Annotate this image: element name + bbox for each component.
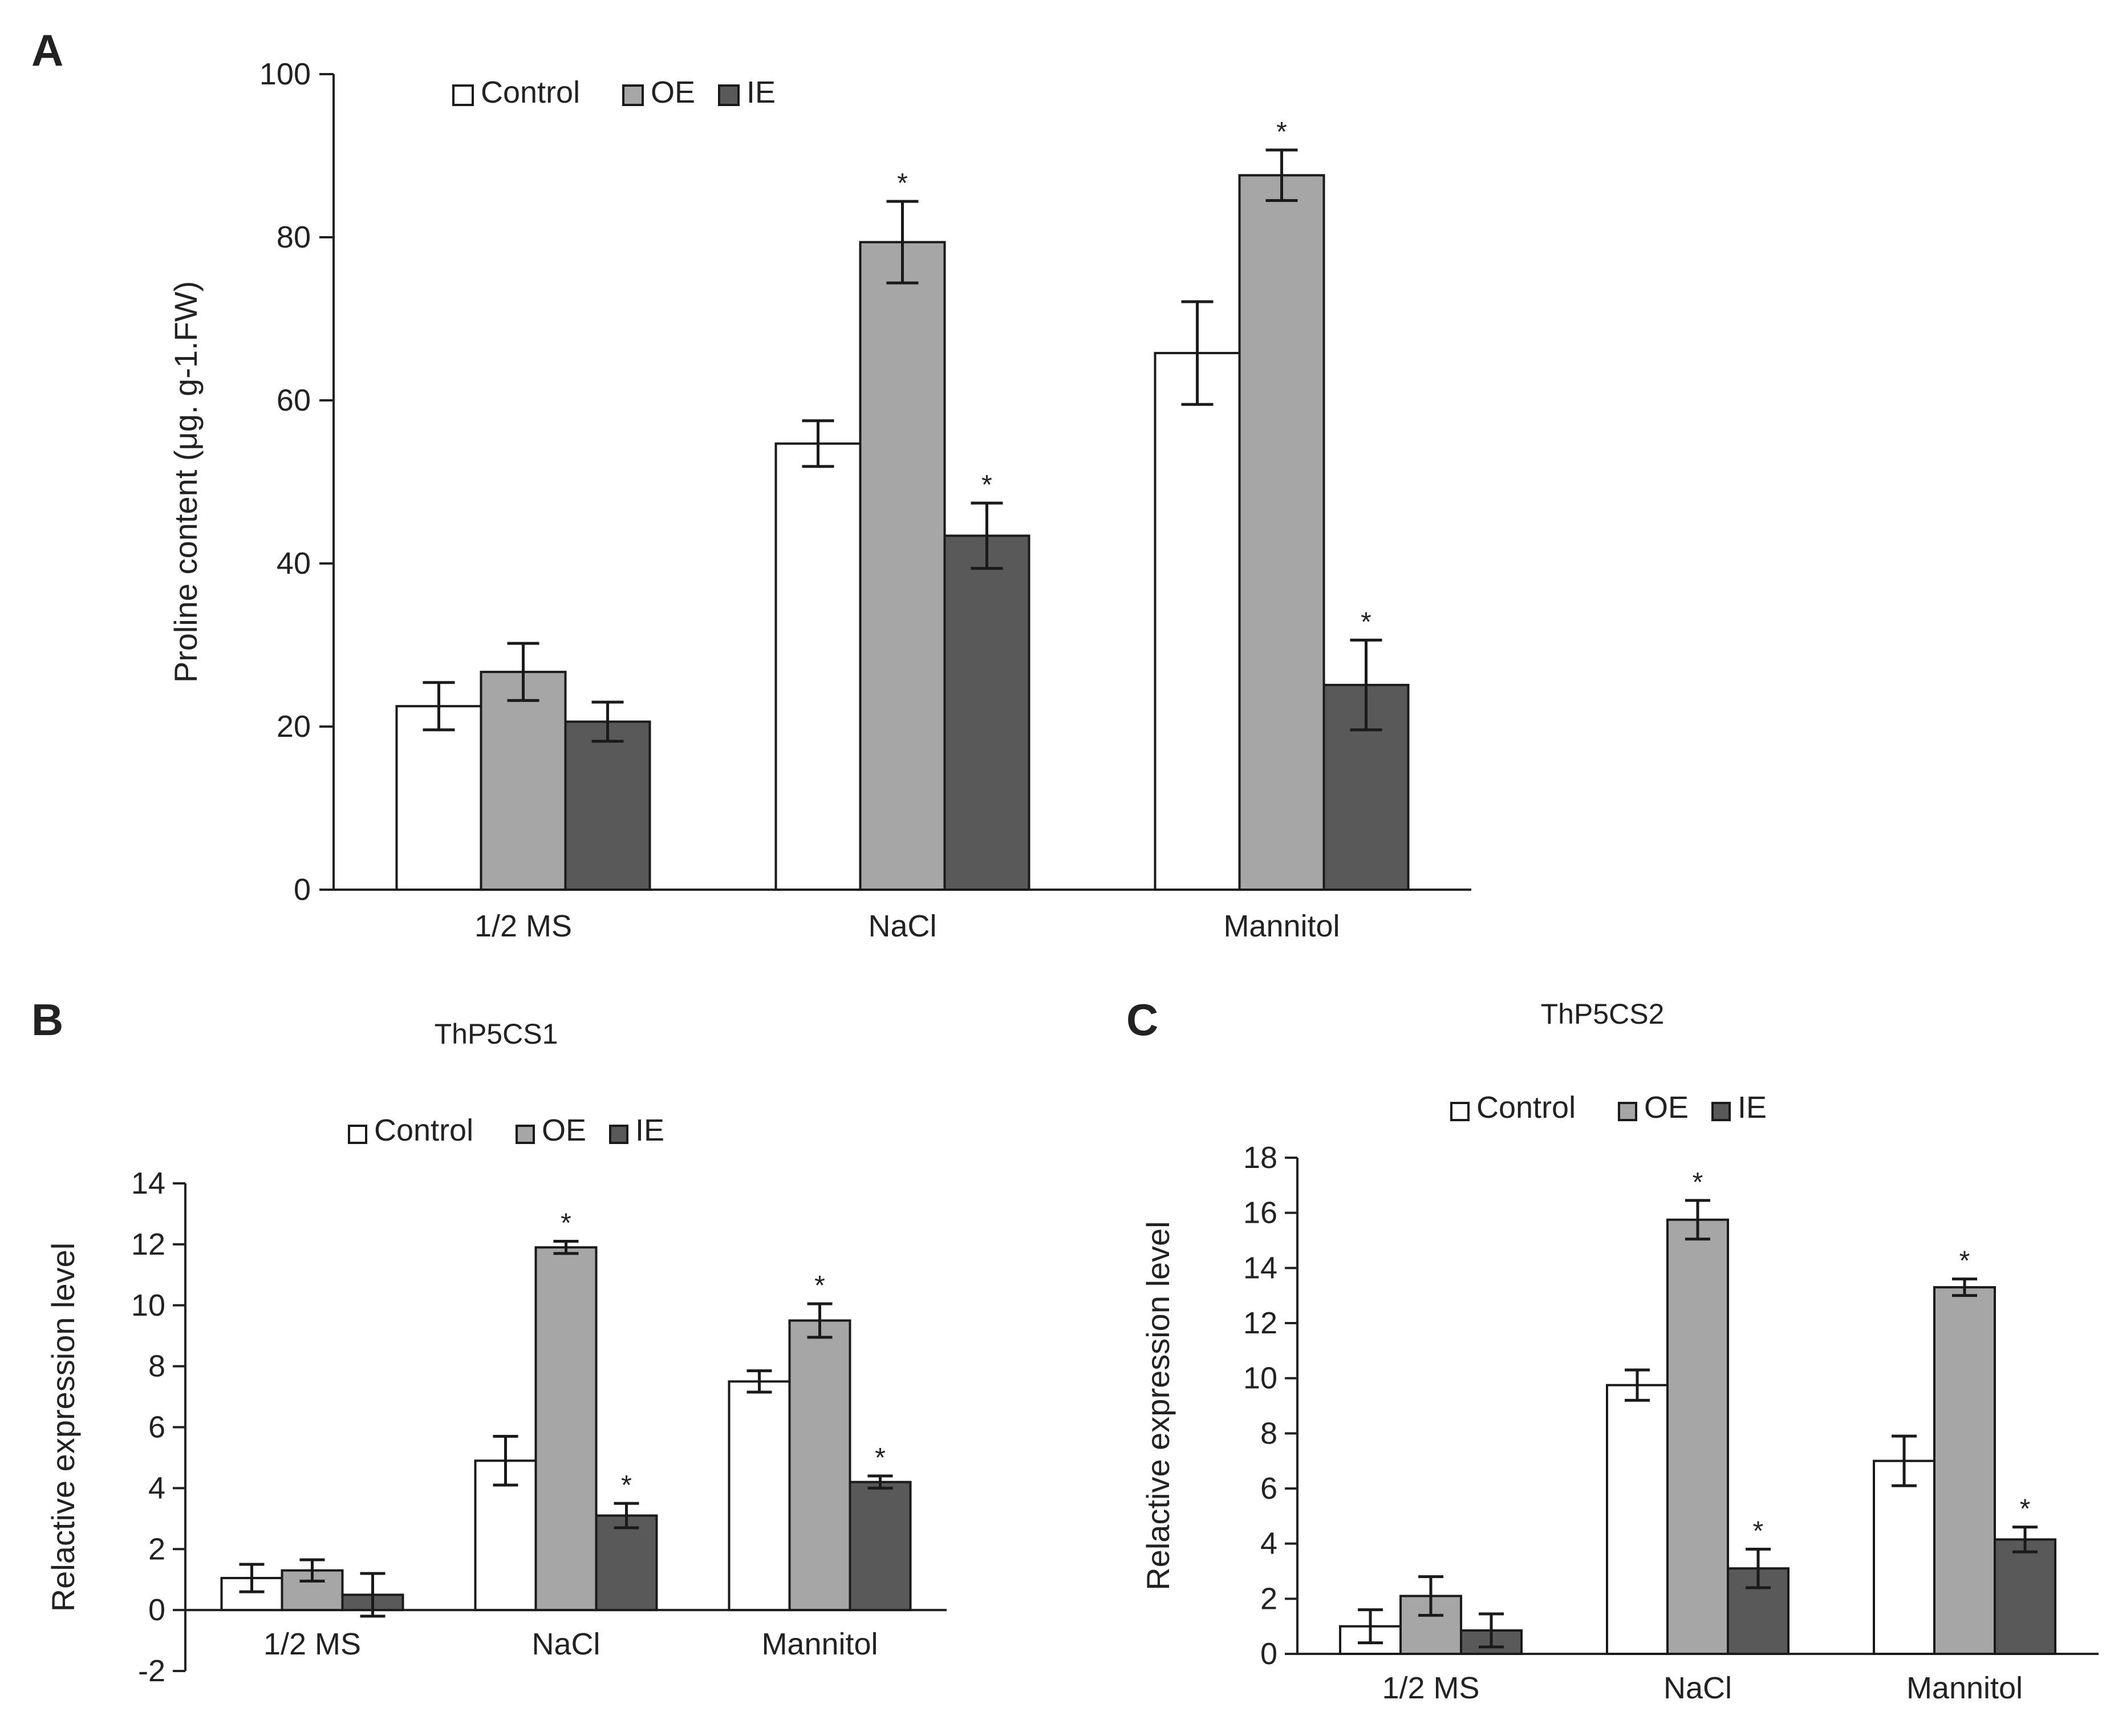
bar-ie <box>564 720 651 891</box>
bar-oe <box>1933 1286 1996 1656</box>
bar-control <box>395 705 482 891</box>
bar-control <box>774 442 862 891</box>
legend-swatch-control <box>348 1125 367 1144</box>
y-axis-title: Proline content (μg. g-1.FW) <box>168 281 204 683</box>
legend-label: Control <box>1476 1090 1576 1125</box>
category-label: Mannitol <box>1906 1671 2023 1705</box>
legend-label: OE <box>651 75 695 109</box>
thp5cs2-expression-chart: C ThP5CS2 Relactive expression level 0 2 4 6 8 1… <box>1126 995 2099 1705</box>
y-tick-label: 20 <box>277 709 311 744</box>
thp5cs1-expression-chart: B ThP5CS1 Relactive expression level -2 0 2 4 6… <box>31 995 947 1688</box>
y-axis-title: Relactive expression level <box>45 1243 81 1612</box>
legend-label: IE <box>635 1113 664 1147</box>
bar-control <box>1154 352 1241 891</box>
bar-control <box>1606 1384 1669 1655</box>
significance-marker: * <box>1276 117 1287 147</box>
y-tick-label: 4 <box>1260 1527 1277 1561</box>
significance-marker: * <box>1959 1246 1970 1276</box>
category-label: NaCl <box>531 1627 600 1661</box>
significance-marker: * <box>1753 1516 1764 1546</box>
panel-letter: A <box>31 25 63 75</box>
legend-swatch-ie <box>609 1125 628 1144</box>
category-label: 1/2 MS <box>263 1627 361 1661</box>
bar-oe <box>1666 1218 1729 1655</box>
y-axis-title: Relactive expression level <box>1140 1221 1176 1590</box>
y-tick-label: 14 <box>1243 1251 1277 1285</box>
significance-marker: * <box>1361 607 1371 637</box>
y-tick-label: 2 <box>1260 1581 1277 1616</box>
legend-label: OE <box>1644 1090 1689 1125</box>
bar-ie <box>849 1481 912 1612</box>
legend-swatch-ie <box>1711 1102 1731 1121</box>
bar-oe <box>480 671 567 891</box>
significance-marker: * <box>814 1271 825 1301</box>
y-tick-label: 40 <box>277 546 311 581</box>
legend-label: Control <box>481 75 580 109</box>
legend-label: IE <box>746 75 776 109</box>
y-tick-label: 16 <box>1243 1196 1277 1230</box>
bar-oe <box>534 1246 598 1612</box>
bar-ie <box>943 534 1030 891</box>
chart-title: ThP5CS1 <box>435 1018 558 1050</box>
panel-letter: C <box>1126 995 1158 1045</box>
bar-oe <box>859 241 946 891</box>
y-tick-label: 14 <box>131 1166 165 1200</box>
significance-marker: * <box>897 168 908 198</box>
significance-marker: * <box>561 1208 571 1239</box>
legend-swatch-ie <box>718 84 740 106</box>
bar-ie <box>1994 1538 2056 1656</box>
y-tick-label: 0 <box>294 873 311 907</box>
bar-oe <box>1238 174 1325 891</box>
legend-swatch-oe <box>516 1125 535 1144</box>
y-tick-label: 6 <box>1260 1471 1277 1506</box>
y-tick-label: 12 <box>131 1227 165 1262</box>
proline-content-chart: A Proline content (μg. g-1.FW) 0 20 40 60 80 10… <box>31 25 1471 943</box>
bar-oe <box>788 1319 851 1612</box>
category-label: NaCl <box>868 909 936 943</box>
legend-swatch-control <box>452 84 474 106</box>
bar-ie <box>595 1514 658 1612</box>
legend-swatch-control <box>1450 1102 1470 1121</box>
category-label: Mannitol <box>1223 909 1340 943</box>
significance-marker: * <box>621 1470 632 1500</box>
y-tick-label: -2 <box>138 1654 165 1688</box>
legend-label: Control <box>374 1113 473 1147</box>
significance-marker: * <box>1693 1167 1703 1198</box>
legend-swatch-oe <box>622 84 644 106</box>
y-tick-label: 100 <box>259 57 311 91</box>
y-tick-label: 10 <box>1243 1361 1277 1396</box>
y-tick-label: 60 <box>277 383 311 417</box>
y-tick-label: 0 <box>1260 1637 1277 1671</box>
bar-control <box>1873 1459 1935 1656</box>
category-label: 1/2 MS <box>474 909 572 943</box>
y-tick-label: 10 <box>131 1288 165 1323</box>
y-tick-label: 12 <box>1243 1306 1277 1340</box>
y-tick-label: 8 <box>148 1349 165 1384</box>
legend-label: OE <box>542 1113 586 1147</box>
y-tick-label: 2 <box>148 1532 165 1566</box>
bar-control <box>728 1380 791 1612</box>
y-tick-label: 6 <box>148 1410 165 1445</box>
category-label: 1/2 MS <box>1382 1671 1479 1705</box>
y-tick-label: 0 <box>148 1593 165 1627</box>
panel-letter: B <box>31 995 63 1045</box>
y-tick-label: 8 <box>1260 1416 1277 1450</box>
legend-label: IE <box>1738 1090 1767 1125</box>
category-label: NaCl <box>1663 1671 1732 1705</box>
legend-swatch-oe <box>1618 1102 1637 1121</box>
y-tick-label: 80 <box>277 220 311 254</box>
y-tick-label: 18 <box>1243 1141 1277 1175</box>
significance-marker: * <box>2020 1494 2031 1524</box>
y-tick-label: 4 <box>148 1471 165 1505</box>
significance-marker: * <box>875 1443 886 1473</box>
significance-marker: * <box>981 470 992 500</box>
chart-title: ThP5CS2 <box>1541 998 1665 1030</box>
category-label: Mannitol <box>761 1627 878 1661</box>
